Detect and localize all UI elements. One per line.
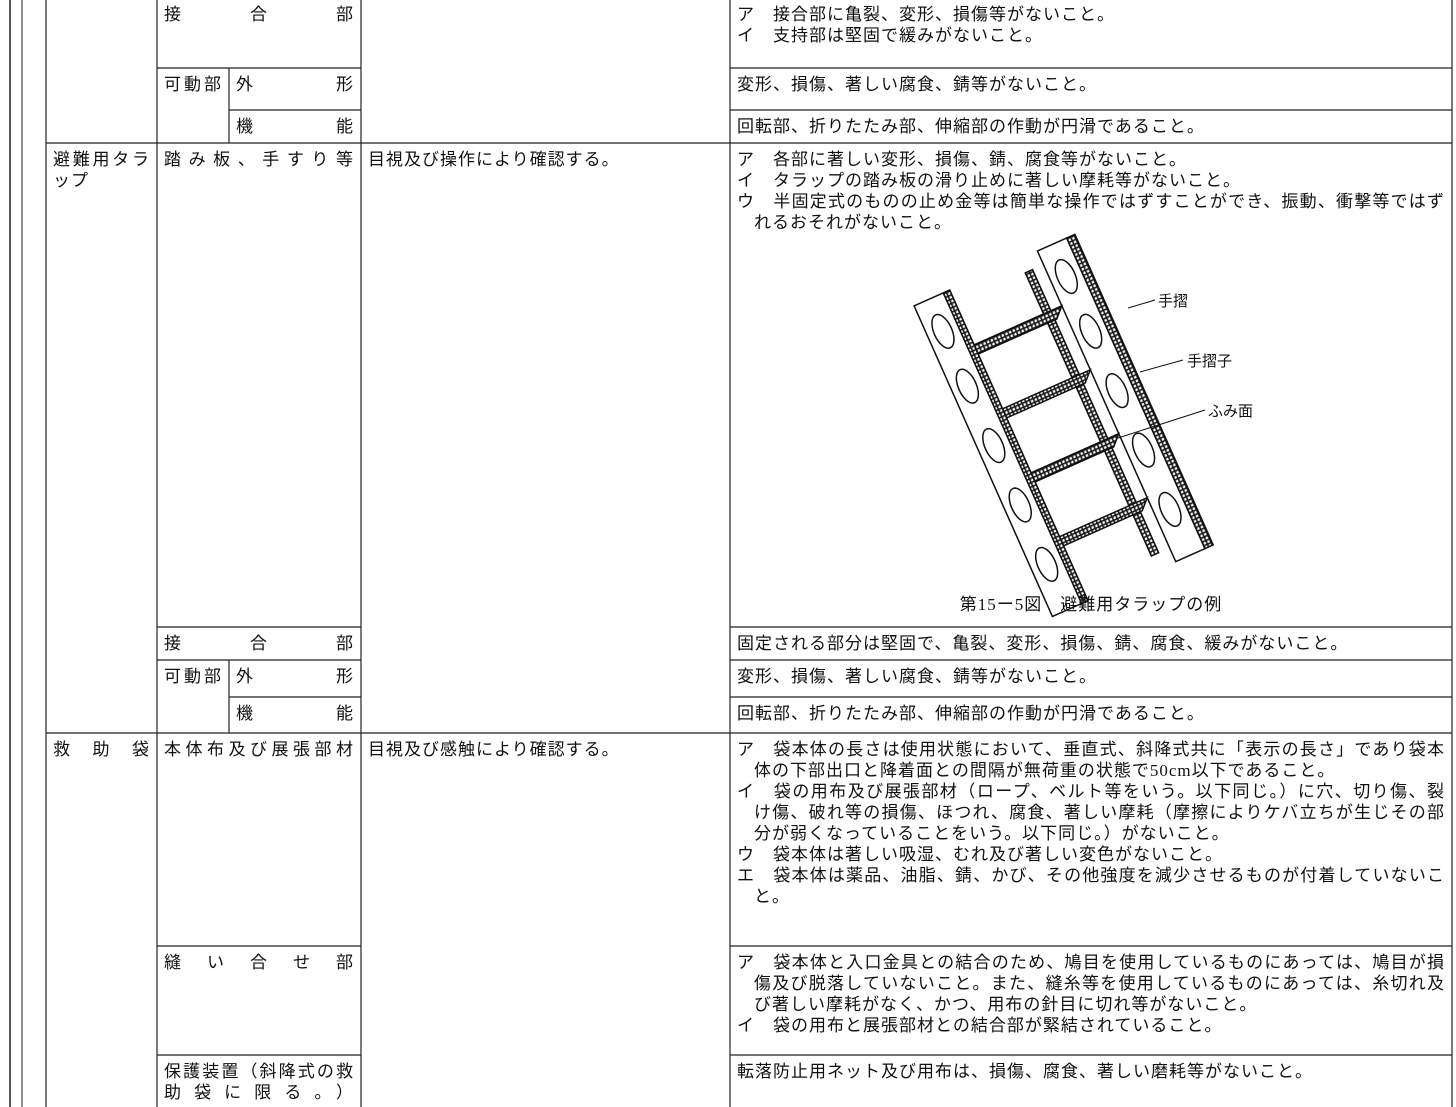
figure-caption: 第15ー5図 避難用タラップの例 xyxy=(959,595,1223,614)
method: 目視及び操作により確認する。 xyxy=(368,150,620,169)
criterion: 変形、損傷、著しい腐食、錆等がないこと。 xyxy=(737,667,1097,686)
part-name: 可動部 xyxy=(164,75,222,94)
figure-label: 手摺子 xyxy=(1187,354,1233,370)
part-name: 接合部 xyxy=(164,634,354,653)
part-name: 踏み板、手すり等 xyxy=(164,150,354,169)
part-name: 本体布及び展張部材 xyxy=(164,740,354,759)
criteria: 変形、損傷、著しい腐食、錆等がないこと。 xyxy=(737,666,1445,687)
sub-part: 外形 xyxy=(236,667,354,686)
part-name: 可動部 xyxy=(164,667,222,686)
criterion: イ 袋の用布と展張部材との結合部が緊結されていること。 xyxy=(737,1016,1223,1035)
criteria: ア 袋本体の長さは使用状態において、垂直式、斜降式共に「表示の長さ」であり袋本体… xyxy=(737,739,1445,907)
part-name: 保護装置（斜降式の救助袋に限る。） xyxy=(164,1062,354,1102)
criterion: イ 袋の用布及び展張部材（ロープ、ベルト等をいう。以下同じ。）に穴、切り傷、裂け… xyxy=(737,782,1445,843)
criteria: 回転部、折りたたみ部、伸縮部の作動が円滑であること。 xyxy=(737,116,1445,137)
criterion: 変形、損傷、著しい腐食、錆等がないこと。 xyxy=(737,75,1097,94)
criteria: 変形、損傷、著しい腐食、錆等がないこと。 xyxy=(737,74,1445,95)
sub-part: 機能 xyxy=(236,704,354,723)
criteria: ア 各部に著しい変形、損傷、錆、腐食等がないこと。イ タラップの踏み板の滑り止め… xyxy=(737,149,1445,233)
criteria: 固定される部分は堅固で、亀裂、変形、損傷、錆、腐食、緩みがないこと。 xyxy=(737,633,1445,654)
criteria: ア 袋本体と入口金具との結合のため、鳩目を使用しているものにあっては、鳩目が損傷… xyxy=(737,952,1445,1036)
criterion: ア 袋本体の長さは使用状態において、垂直式、斜降式共に「表示の長さ」であり袋本体… xyxy=(737,740,1445,780)
criterion: ウ 袋本体は著しい吸湿、むれ及び著しい変色がないこと。 xyxy=(737,845,1223,864)
sub-part: 機能 xyxy=(236,117,354,136)
device-name: 救助袋 xyxy=(53,740,150,759)
figure-leaders xyxy=(1117,299,1206,439)
method: 目視及び感触により確認する。 xyxy=(368,740,620,759)
criterion: エ 袋本体は薬品、油脂、錆、かび、その他強度を減少させるものが付着していないこと… xyxy=(737,866,1445,906)
criteria: 回転部、折りたたみ部、伸縮部の作動が円滑であること。 xyxy=(737,703,1445,724)
criterion: イ 支持部は堅固で緩みがないこと。 xyxy=(737,26,1043,45)
tarap-figure xyxy=(913,233,1215,618)
figure-label: 手摺 xyxy=(1158,294,1189,310)
part-name: 縫い合せ部 xyxy=(164,953,354,972)
criterion: 固定される部分は堅固で、亀裂、変形、損傷、錆、腐食、緩みがないこと。 xyxy=(737,634,1349,653)
criterion: 転落防止用ネット及び用布は、損傷、腐食、著しい磨耗等がないこと。 xyxy=(737,1062,1313,1081)
sub-part: 外形 xyxy=(236,75,354,94)
figure-label: ふみ面 xyxy=(1208,404,1254,420)
criterion: ア 袋本体と入口金具との結合のため、鳩目を使用しているものにあっては、鳩目が損傷… xyxy=(737,953,1445,1014)
criteria: 転落防止用ネット及び用布は、損傷、腐食、著しい磨耗等がないこと。 xyxy=(737,1061,1445,1082)
criterion: 回転部、折りたたみ部、伸縮部の作動が円滑であること。 xyxy=(737,704,1205,723)
criterion: イ タラップの踏み板の滑り止めに著しい摩耗等がないこと。 xyxy=(737,171,1241,190)
criteria: ア 接合部に亀裂、変形、損傷等がないこと。イ 支持部は堅固で緩みがないこと。 xyxy=(737,4,1445,46)
criterion: ウ 半固定式のものの止め金等は簡単な操作ではずすことができ、振動、衝撃等ではずれ… xyxy=(737,192,1445,232)
device-name: 避難用タラップ xyxy=(53,150,150,190)
criterion: ア 各部に著しい変形、損傷、錆、腐食等がないこと。 xyxy=(737,150,1187,169)
criterion: ア 接合部に亀裂、変形、損傷等がないこと。 xyxy=(737,5,1115,24)
criterion: 回転部、折りたたみ部、伸縮部の作動が円滑であること。 xyxy=(737,117,1205,136)
part-name: 接合部 xyxy=(164,5,354,24)
